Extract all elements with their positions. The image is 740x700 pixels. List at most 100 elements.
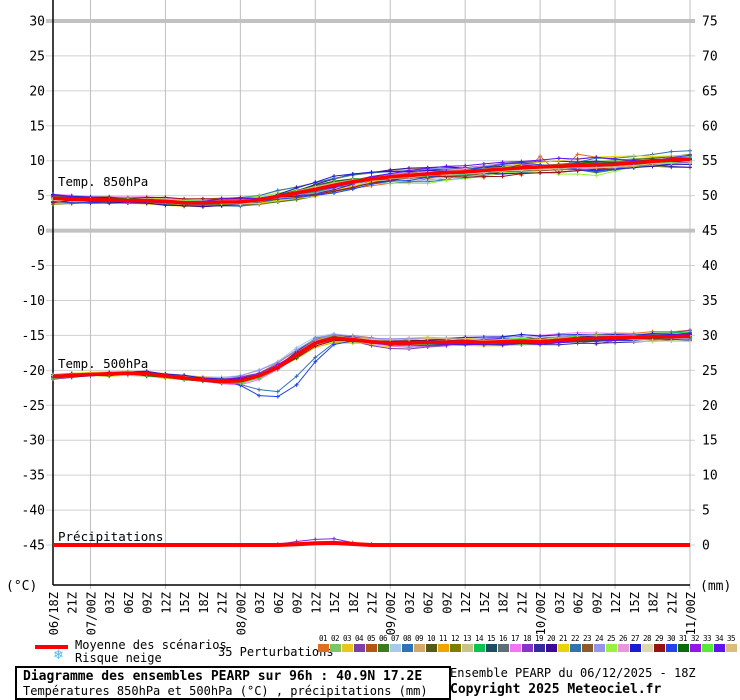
member-legend-item: 05 — [365, 634, 377, 652]
member-swatch — [617, 644, 629, 652]
member-swatch — [653, 644, 665, 652]
member-swatch — [569, 644, 581, 652]
member-number: 32 — [690, 634, 700, 643]
member-legend-item: 18 — [521, 634, 533, 652]
right-axis-tick-label: 5 — [702, 504, 710, 519]
member-swatch — [593, 644, 605, 652]
member-number: 27 — [630, 634, 640, 643]
chart-subtitle: Températures 850hPa et 500hPa (°C) , pré… — [23, 684, 428, 698]
left-axis-tick-label: 30 — [29, 14, 45, 29]
x-axis-tick-label: 03Z — [553, 592, 567, 614]
member-swatch — [461, 644, 473, 652]
right-axis-tick-label: 20 — [702, 399, 718, 414]
member-swatch — [533, 644, 545, 652]
mean-line-swatch — [35, 645, 68, 649]
x-axis-tick-label: 15Z — [628, 592, 642, 614]
member-swatch — [581, 644, 593, 652]
member-legend-item: 29 — [653, 634, 665, 652]
x-axis-tick-label: 21Z — [665, 592, 679, 614]
member-swatch — [521, 644, 533, 652]
chart-title: Diagramme des ensembles PEARP sur 96h : … — [23, 669, 423, 684]
run-info: Ensemble PEARP du 06/12/2025 - 18Z — [450, 666, 696, 680]
x-axis-tick-label: 06Z — [422, 592, 436, 614]
left-axis-tick-label: 15 — [29, 119, 45, 134]
left-axis-tick-label: 10 — [29, 154, 45, 169]
member-swatch — [689, 644, 701, 652]
right-axis-tick-label: 60 — [702, 119, 718, 134]
left-axis-unit: (°C) — [6, 579, 37, 594]
member-number: 35 — [726, 634, 736, 643]
member-number: 13 — [462, 634, 472, 643]
x-axis-tick-label: 21Z — [366, 592, 380, 614]
label-temp-500: Temp. 500hPa — [58, 356, 148, 371]
member-swatch — [665, 644, 677, 652]
x-axis-tick-label: 21Z — [216, 592, 230, 614]
member-swatch — [557, 644, 569, 652]
left-axis-tick-label: 5 — [37, 189, 45, 204]
member-number: 06 — [378, 634, 388, 643]
left-axis-tick-label: -45 — [22, 539, 45, 554]
x-axis-tick-label: 18Z — [647, 592, 661, 614]
member-number: 24 — [594, 634, 604, 643]
member-legend-item: 02 — [329, 634, 341, 652]
member-swatch — [629, 644, 641, 652]
member-legend-item: 35 — [725, 634, 737, 652]
left-axis-tick-label: -25 — [22, 399, 45, 414]
member-swatch — [605, 644, 617, 652]
member-swatch — [641, 644, 653, 652]
member-swatch — [413, 644, 425, 652]
member-legend-item: 21 — [557, 634, 569, 652]
member-number: 20 — [546, 634, 556, 643]
member-legend-item: 13 — [461, 634, 473, 652]
member-legend-item: 26 — [617, 634, 629, 652]
left-axis-tick-label: 25 — [29, 49, 45, 64]
x-axis-tick-label: 08/00Z — [234, 592, 248, 635]
x-axis-tick-label: 09/00Z — [384, 592, 398, 635]
member-swatch — [485, 644, 497, 652]
member-number: 01 — [318, 634, 328, 643]
member-swatch — [473, 644, 485, 652]
ensemble-plume-chart: 302520151050-5-10-15-20-25-30-35-40-4575… — [6, 0, 731, 635]
x-axis-tick-label: 09Z — [440, 592, 454, 614]
member-number: 28 — [642, 634, 652, 643]
member-legend-item: 07 — [389, 634, 401, 652]
member-swatch — [701, 644, 713, 652]
x-axis-tick-label: 18Z — [197, 592, 211, 614]
left-axis-tick-label: -15 — [22, 329, 45, 344]
member-legend-item: 24 — [593, 634, 605, 652]
member-number: 26 — [618, 634, 628, 643]
legend-mean-label: Moyenne des scénarios — [75, 638, 227, 652]
member-legend-item: 14 — [473, 634, 485, 652]
right-axis-tick-label: 65 — [702, 84, 718, 99]
left-axis-tick-label: -5 — [29, 259, 45, 274]
member-swatch — [509, 644, 521, 652]
snowflake-icon: ❄ — [53, 648, 64, 663]
member-legend-item: 04 — [353, 634, 365, 652]
x-axis-tick-label: 09Z — [141, 592, 155, 614]
right-axis-tick-label: 0 — [702, 539, 710, 554]
left-axis-tick-label: -30 — [22, 434, 45, 449]
member-number: 14 — [474, 634, 484, 643]
member-number: 03 — [342, 634, 352, 643]
member-legend-item: 20 — [545, 634, 557, 652]
member-swatch — [725, 644, 737, 652]
x-axis-tick-label: 10/00Z — [534, 592, 548, 635]
x-axis-tick-label: 12Z — [309, 592, 323, 614]
x-axis-tick-label: 06Z — [572, 592, 586, 614]
member-swatch — [317, 644, 329, 652]
member-legend-item: 15 — [485, 634, 497, 652]
member-number: 25 — [606, 634, 616, 643]
x-axis-tick-label: 18Z — [347, 592, 361, 614]
x-axis-tick-label: 12Z — [459, 592, 473, 614]
right-axis-tick-label: 30 — [702, 329, 718, 344]
member-legend-item: 03 — [341, 634, 353, 652]
right-axis-tick-label: 35 — [702, 294, 718, 309]
mean-line — [52, 334, 691, 384]
member-number: 12 — [450, 634, 460, 643]
member-swatch — [389, 644, 401, 652]
member-number: 10 — [426, 634, 436, 643]
member-number: 29 — [654, 634, 664, 643]
member-legend-item: 01 — [317, 634, 329, 652]
member-number: 11 — [438, 634, 448, 643]
